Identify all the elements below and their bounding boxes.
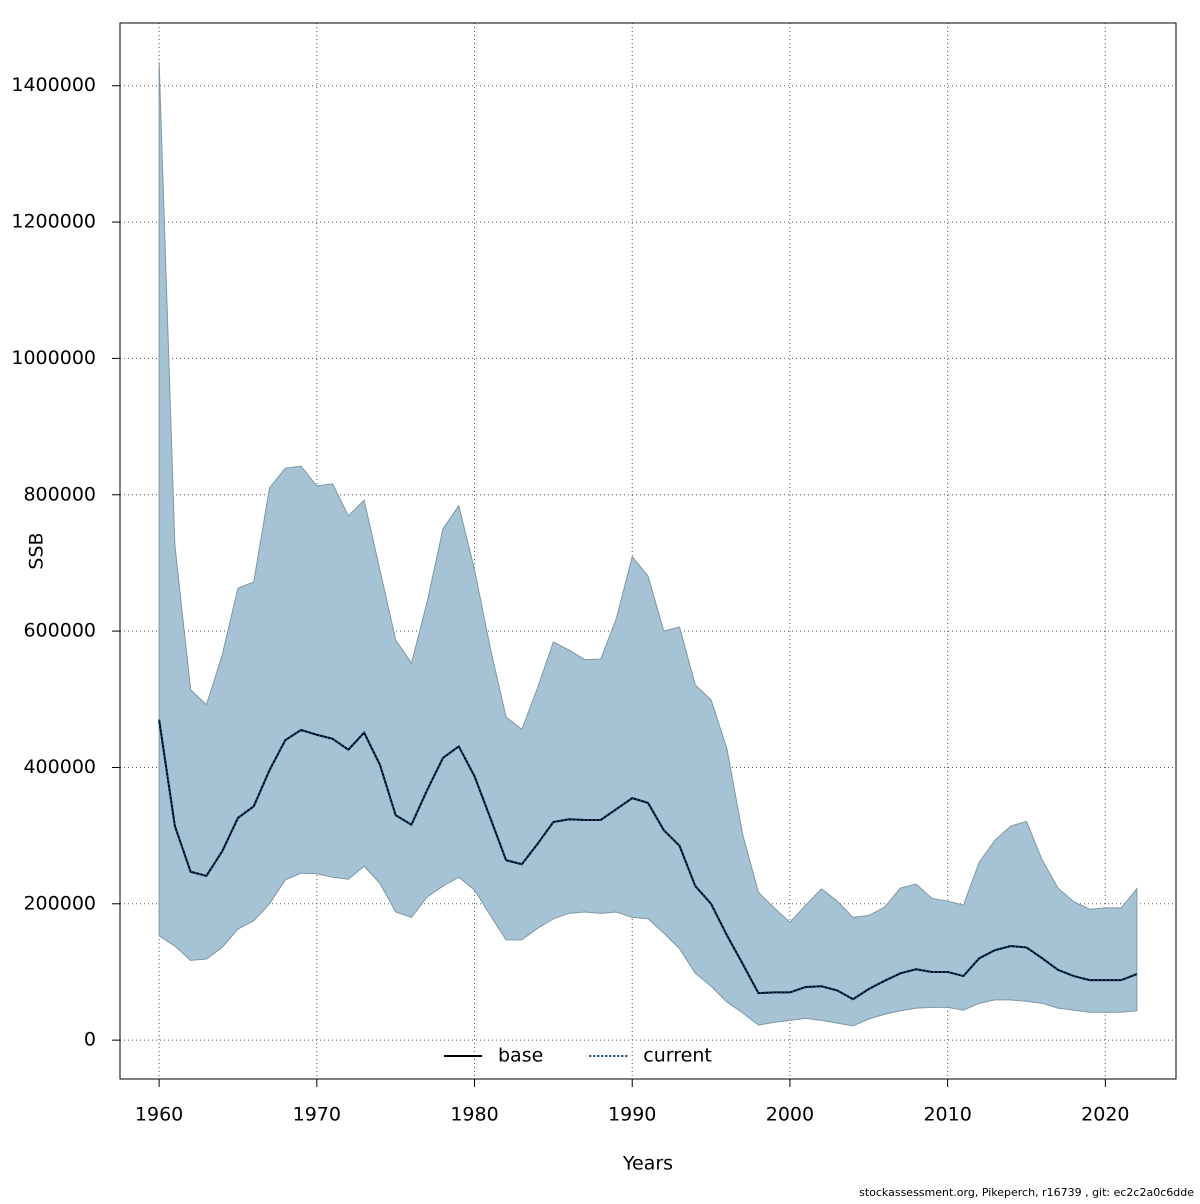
y-tick-label: 800000 [23,483,96,505]
y-tick-label: 0 [84,1029,96,1051]
x-tick-label: 1960 [135,1104,183,1126]
footer: stockassessment.org, Pikeperch, r16739 ,… [859,1186,1194,1199]
series-line [158,719,1138,1001]
y-tick-label: 1000000 [11,347,96,369]
y-axis-label: SSB [26,532,48,569]
confidence-band [158,61,1138,1027]
x-tick-label: 1980 [450,1104,498,1126]
y-tick-label: 400000 [23,756,96,778]
x-tick-label: 2000 [766,1104,814,1126]
x-axis-label: Years [622,1153,673,1175]
y-tick-label: 200000 [23,892,96,914]
legend-label: current [643,1045,712,1067]
legend-label: base [498,1045,543,1067]
x-tick-label: 2010 [923,1104,971,1126]
x-tick-label: 2020 [1081,1104,1129,1126]
y-tick-label: 1200000 [11,211,96,233]
x-tick-label: 1970 [293,1104,341,1126]
plot-frame [119,22,1177,1080]
y-tick-label: 600000 [23,620,96,642]
y-tick-label: 1400000 [11,74,96,96]
x-tick-label: 1990 [608,1104,656,1126]
